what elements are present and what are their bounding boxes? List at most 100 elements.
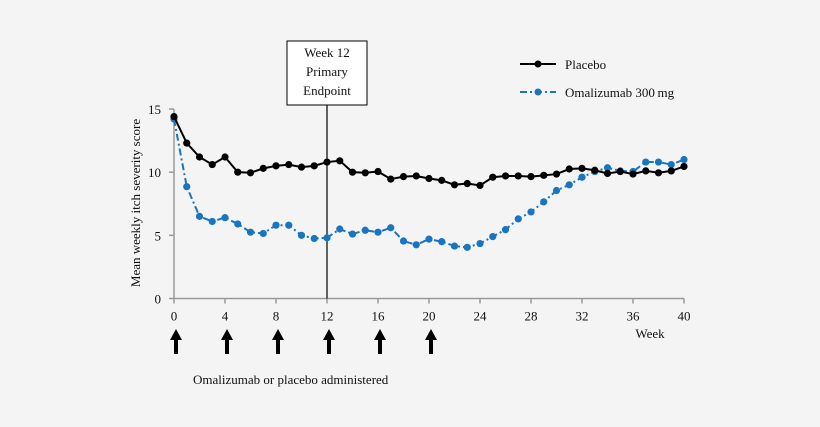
- y-tick-label: 5: [155, 228, 162, 243]
- data-point-placebo: [476, 181, 484, 190]
- data-point-omalizumab: [399, 237, 408, 245]
- data-point-omalizumab: [183, 183, 191, 191]
- dose-arrow-icon: [170, 329, 182, 354]
- data-point-omalizumab: [412, 241, 420, 249]
- data-point-placebo: [425, 174, 433, 183]
- data-point-omalizumab: [374, 228, 382, 236]
- data-point-placebo: [578, 164, 586, 172]
- data-point-placebo: [246, 169, 255, 177]
- x-tick-label: 36: [627, 309, 641, 324]
- data-point-placebo: [667, 167, 675, 175]
- series-group: [170, 112, 688, 251]
- y-tick-label: 10: [148, 165, 161, 180]
- data-point-omalizumab: [272, 221, 280, 229]
- data-point-placebo: [208, 160, 216, 169]
- data-point-placebo: [654, 169, 663, 177]
- data-point-placebo: [234, 168, 242, 176]
- data-point-omalizumab: [208, 217, 216, 226]
- data-point-placebo: [336, 157, 344, 165]
- endpoint-label-line3: Endpoint: [303, 83, 351, 98]
- dose-arrow-icon: [374, 329, 386, 354]
- data-point-omalizumab: [463, 243, 471, 251]
- data-point-placebo: [514, 172, 522, 180]
- data-point-omalizumab: [310, 234, 318, 243]
- data-point-placebo: [616, 167, 624, 176]
- x-tick-label: 8: [273, 309, 280, 324]
- dose-arrow-icon: [425, 329, 437, 354]
- y-tick-label: 0: [155, 292, 162, 307]
- data-point-omalizumab: [234, 220, 242, 228]
- data-point-placebo: [450, 181, 459, 189]
- data-point-placebo: [399, 172, 408, 181]
- data-point-placebo: [552, 170, 561, 178]
- data-point-omalizumab: [438, 238, 446, 246]
- data-point-placebo: [463, 179, 471, 188]
- legend-marker-placebo: [534, 60, 542, 68]
- data-point-omalizumab: [603, 164, 612, 172]
- data-point-placebo: [565, 165, 573, 173]
- data-point-omalizumab: [501, 226, 510, 234]
- data-point-omalizumab: [667, 160, 675, 169]
- y-axis-label: Mean weekly itch severity score: [128, 119, 143, 287]
- data-point-placebo: [642, 167, 650, 175]
- x-tick-label: 16: [372, 309, 386, 324]
- legend-marker-omalizumab: [534, 88, 542, 96]
- data-point-omalizumab: [654, 158, 663, 166]
- data-point-placebo: [323, 158, 331, 166]
- dose-label: Omalizumab or placebo administered: [193, 372, 389, 387]
- x-axis-label: Week: [635, 326, 665, 341]
- data-point-omalizumab: [476, 239, 484, 248]
- legend-label-placebo: Placebo: [565, 57, 606, 72]
- data-point-omalizumab: [450, 242, 459, 250]
- data-point-omalizumab: [195, 212, 204, 220]
- data-point-placebo: [540, 171, 548, 179]
- data-point-omalizumab: [259, 229, 267, 238]
- series-line-omalizumab: [173, 118, 685, 249]
- x-tick-label: 20: [423, 309, 436, 324]
- data-point-placebo: [527, 172, 535, 181]
- data-point-placebo: [348, 168, 357, 176]
- data-point-omalizumab: [285, 221, 293, 229]
- data-point-omalizumab: [425, 235, 433, 243]
- data-point-omalizumab: [578, 173, 586, 181]
- x-tick-label: 4: [222, 309, 229, 324]
- data-point-placebo: [412, 172, 420, 180]
- data-point-omalizumab: [361, 226, 369, 234]
- data-point-placebo: [170, 112, 178, 121]
- data-point-omalizumab: [489, 232, 497, 241]
- data-point-placebo: [438, 176, 446, 184]
- dose-arrow-icon: [272, 329, 284, 354]
- data-point-omalizumab: [514, 215, 522, 223]
- data-point-placebo: [297, 163, 306, 171]
- data-point-placebo: [501, 172, 510, 180]
- data-point-placebo: [310, 162, 318, 170]
- endpoint-box: [286, 40, 368, 106]
- dose-arrow-icon: [323, 329, 335, 354]
- endpoint-label-line2: Primary: [306, 64, 348, 79]
- data-point-omalizumab: [540, 198, 548, 206]
- x-tick-label: 0: [171, 309, 178, 324]
- axes: 0 4 8 12 16 20 24 28 32 36 40 0 5 10 15: [148, 102, 691, 324]
- data-point-omalizumab: [297, 231, 306, 239]
- data-point-omalizumab: [323, 234, 331, 242]
- x-tick-label: 32: [576, 309, 589, 324]
- data-point-omalizumab: [642, 158, 650, 166]
- data-point-placebo: [285, 160, 293, 169]
- data-point-placebo: [489, 173, 497, 181]
- x-tick-label: 12: [321, 309, 334, 324]
- data-point-placebo: [195, 153, 204, 161]
- x-tick-label: 40: [678, 309, 691, 324]
- legend-label-omalizumab: Omalizumab 300 mg: [565, 85, 675, 100]
- data-point-omalizumab: [387, 224, 395, 232]
- data-point-placebo: [361, 169, 369, 177]
- data-point-placebo: [183, 139, 191, 147]
- data-point-omalizumab: [565, 181, 573, 189]
- data-point-omalizumab: [552, 186, 561, 195]
- data-point-placebo: [259, 164, 267, 172]
- data-point-omalizumab: [527, 208, 535, 216]
- data-point-omalizumab: [336, 225, 344, 233]
- data-point-omalizumab: [221, 214, 229, 222]
- data-point-omalizumab: [246, 228, 255, 236]
